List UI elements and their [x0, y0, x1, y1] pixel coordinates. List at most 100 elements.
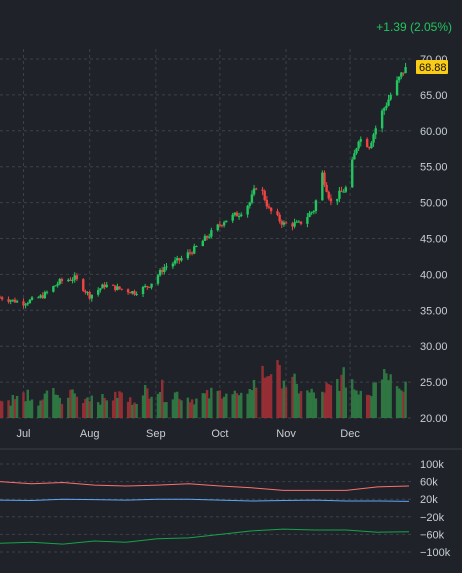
- candle-body: [372, 134, 375, 143]
- volume-bar: [114, 391, 117, 418]
- volume-bar: [402, 391, 405, 418]
- volume-bar: [54, 394, 57, 418]
- candle-body: [218, 224, 222, 226]
- volume-bar: [103, 397, 106, 418]
- candle-body: [336, 198, 339, 202]
- volume-bar: [344, 387, 348, 418]
- candle-body: [402, 72, 405, 74]
- candle-body: [340, 190, 343, 192]
- candle-body: [297, 221, 301, 223]
- candle-body: [24, 304, 27, 306]
- candle-body: [329, 198, 333, 202]
- volume-bar: [383, 369, 386, 418]
- volume-bar: [248, 388, 251, 418]
- candle-body: [321, 172, 324, 201]
- candle-body: [263, 190, 266, 200]
- indicator-tick-label: −20k: [420, 512, 445, 524]
- volume-bar: [105, 400, 108, 418]
- volume-bar: [173, 392, 177, 418]
- volume-bar: [0, 401, 4, 418]
- y-tick-label: 65.00: [420, 90, 448, 102]
- volume-bar: [69, 389, 72, 418]
- candle-body: [190, 252, 194, 254]
- volume-bar: [146, 388, 149, 418]
- candle-body: [344, 187, 348, 192]
- volume-bar: [365, 394, 369, 418]
- volume-bar: [90, 395, 93, 418]
- candle-body: [161, 269, 164, 273]
- volume-bar: [321, 391, 324, 418]
- last-price-badge: [416, 60, 448, 75]
- candle-body: [101, 284, 104, 289]
- candle-body: [45, 291, 49, 293]
- candle-body: [327, 191, 330, 199]
- volume-bar: [193, 404, 196, 418]
- volume-bar: [58, 397, 61, 418]
- volume-bar: [208, 398, 211, 418]
- volume-bar: [118, 391, 121, 418]
- volume-bar: [246, 393, 249, 418]
- y-tick-label: 35.00: [420, 305, 448, 317]
- candle-body: [41, 295, 44, 299]
- candle-body: [351, 159, 354, 188]
- indicator-tick-label: 100k: [420, 459, 444, 471]
- volume-bar: [372, 382, 375, 418]
- volume-bar: [261, 365, 264, 418]
- x-tick-label: Sep: [146, 428, 166, 440]
- volume-bar: [389, 374, 392, 418]
- volume-bar: [306, 390, 309, 418]
- candle-body: [67, 279, 70, 282]
- candle-body: [84, 290, 87, 293]
- candle-body: [158, 269, 162, 276]
- volume-bar: [340, 374, 343, 418]
- candle-body: [368, 147, 371, 149]
- candle-body: [69, 279, 72, 281]
- volume-bar: [99, 404, 102, 418]
- candle-body: [146, 286, 149, 288]
- volume-bar: [143, 385, 147, 418]
- volume-bar: [150, 396, 153, 418]
- volume-bar: [297, 393, 301, 418]
- volume-bar: [325, 382, 328, 418]
- volume-bar: [163, 402, 166, 418]
- volume-bar: [37, 405, 40, 418]
- volume-bar: [13, 399, 17, 418]
- candle-body: [254, 188, 258, 190]
- volume-bar: [15, 395, 19, 418]
- x-tick-label: Dec: [340, 428, 360, 440]
- candle-body: [15, 301, 19, 303]
- candle-body: [150, 283, 153, 288]
- volume-bar: [75, 396, 79, 418]
- candle-body: [165, 266, 168, 268]
- volume-bar: [254, 387, 258, 418]
- candle-body: [30, 297, 34, 300]
- volume-bar: [67, 397, 70, 418]
- candle-body: [186, 252, 190, 259]
- candle-body: [163, 267, 166, 273]
- candle-body: [237, 215, 241, 217]
- candle-body: [308, 213, 311, 217]
- indicator-tick-label: 20k: [420, 494, 438, 506]
- candle-body: [284, 222, 288, 224]
- candle-body: [22, 301, 25, 306]
- candle-body: [374, 128, 377, 135]
- candle-body: [299, 221, 303, 224]
- y-tick-label: 55.00: [420, 162, 448, 174]
- x-tick-label: Aug: [80, 428, 100, 440]
- volume-bar: [338, 390, 341, 418]
- volume-bar: [380, 379, 384, 418]
- candle-body: [265, 199, 269, 207]
- volume-bar: [190, 399, 194, 418]
- candle-body: [225, 220, 228, 223]
- candle-body: [7, 299, 10, 302]
- candle-body: [220, 225, 224, 227]
- volume-bar: [351, 379, 354, 418]
- candle-body: [338, 190, 341, 199]
- volume-bar: [323, 392, 326, 418]
- volume-bar: [218, 390, 222, 418]
- candle-body: [86, 292, 89, 294]
- volume-bar: [171, 399, 175, 418]
- candle-body: [222, 222, 226, 226]
- candle-body: [246, 205, 249, 215]
